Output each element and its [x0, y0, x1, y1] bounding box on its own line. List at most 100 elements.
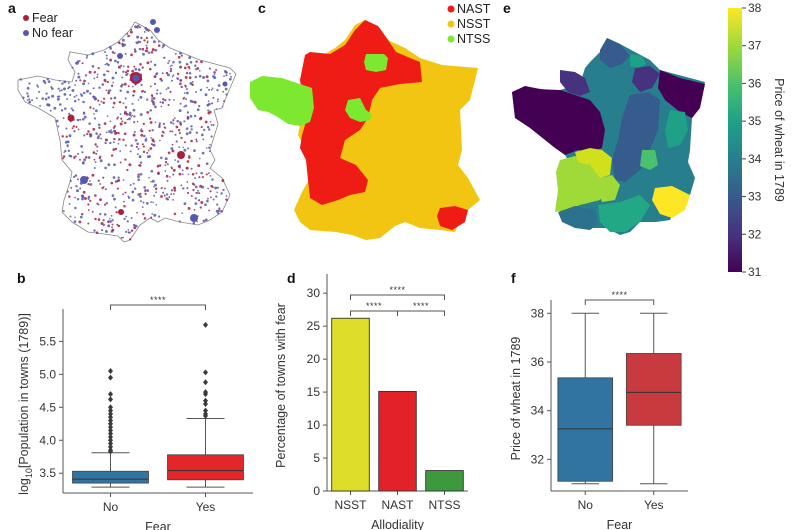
- map-e-regions: [512, 38, 705, 235]
- town-dot-fear: [93, 70, 97, 74]
- town-dot-no-fear: [138, 47, 142, 51]
- y-tick-label: 38: [531, 306, 545, 320]
- town-dot-no-fear: [74, 61, 78, 65]
- town-dot-no-fear: [145, 202, 149, 205]
- city-dot-no-fear: [150, 19, 156, 25]
- town-dot-no-fear: [143, 30, 146, 33]
- town-dot-fear: [107, 70, 110, 73]
- town-dot-no-fear: [152, 201, 154, 204]
- town-dot-no-fear: [195, 131, 198, 134]
- town-dot-fear: [221, 179, 225, 183]
- town-dot-no-fear: [130, 115, 133, 118]
- town-dot-fear: [92, 127, 96, 131]
- town-dot-fear: [196, 67, 200, 70]
- town-dot-fear: [110, 154, 114, 157]
- box-no: [72, 368, 149, 488]
- town-dot-no-fear: [139, 200, 142, 203]
- town-dot-no-fear: [166, 163, 169, 166]
- town-dot-fear: [110, 181, 114, 185]
- town-dot-no-fear: [103, 213, 107, 216]
- town-dot-fear: [81, 62, 84, 65]
- town-dot-no-fear: [84, 74, 88, 77]
- town-dot-fear: [171, 143, 174, 146]
- town-dot-fear: [142, 150, 146, 154]
- town-dot-fear: [200, 126, 203, 129]
- town-dot-no-fear: [207, 197, 209, 200]
- town-dot-no-fear: [186, 91, 189, 95]
- town-dot-no-fear: [203, 128, 206, 132]
- town-dot-no-fear: [138, 40, 142, 44]
- town-dot-fear: [223, 100, 226, 103]
- town-dot-no-fear: [198, 69, 201, 72]
- town-dot-fear: [128, 34, 131, 37]
- town-dot-fear: [126, 168, 129, 172]
- town-dot-no-fear: [93, 167, 96, 169]
- town-dot-no-fear: [130, 144, 133, 147]
- town-dot-no-fear: [170, 147, 174, 150]
- town-dot-fear: [141, 143, 144, 146]
- town-dot-no-fear: [38, 90, 41, 93]
- town-dot-fear: [164, 170, 167, 172]
- town-dot-fear: [185, 98, 187, 101]
- town-dot-no-fear: [168, 196, 171, 198]
- town-dot-no-fear: [88, 122, 91, 125]
- town-dot-no-fear: [158, 122, 161, 125]
- town-dot-fear: [102, 176, 105, 179]
- city-dot-no-fear: [222, 81, 228, 87]
- town-dot-fear: [103, 97, 106, 100]
- town-dot-no-fear: [166, 73, 170, 77]
- town-dot-no-fear: [172, 122, 175, 125]
- town-dot-no-fear: [179, 102, 182, 105]
- town-dot-fear: [140, 133, 144, 137]
- town-dot-no-fear: [206, 86, 208, 89]
- town-dot-no-fear: [170, 193, 173, 196]
- x-axis-label: Fear: [145, 520, 171, 530]
- town-dot-no-fear: [186, 187, 189, 190]
- town-dot-no-fear: [204, 93, 208, 97]
- town-dot-fear: [130, 53, 133, 57]
- town-dot-no-fear: [93, 117, 97, 120]
- town-dot-no-fear: [113, 163, 116, 167]
- outlier-point: [203, 397, 208, 404]
- town-dot-no-fear: [68, 85, 71, 89]
- town-dot-no-fear: [137, 175, 140, 179]
- outlier-point: [108, 430, 113, 437]
- town-dot-fear: [124, 106, 128, 109]
- town-dot-fear: [71, 127, 74, 130]
- town-dot-no-fear: [202, 219, 206, 223]
- town-dot-no-fear: [126, 32, 129, 35]
- town-dot-fear: [208, 146, 211, 149]
- box-iqr: [167, 454, 244, 481]
- town-dot-no-fear: [61, 82, 64, 85]
- town-dot-no-fear: [108, 46, 112, 49]
- panel-a: a Fear No fear: [8, 0, 237, 243]
- town-dot-fear: [145, 47, 149, 50]
- town-dot-no-fear: [31, 99, 34, 102]
- town-dot-fear: [164, 161, 168, 164]
- town-dot-no-fear: [102, 223, 105, 227]
- town-dot-no-fear: [117, 176, 120, 179]
- town-dot-fear: [109, 120, 112, 123]
- town-dot-no-fear: [139, 95, 143, 99]
- town-dot-no-fear: [109, 89, 112, 92]
- town-dot-fear: [190, 195, 193, 197]
- town-dot-no-fear: [151, 129, 154, 132]
- town-dot-no-fear: [205, 147, 208, 149]
- town-dot-no-fear: [58, 90, 61, 92]
- y-tick-label: 10: [307, 418, 321, 432]
- town-dot-no-fear: [216, 203, 219, 206]
- town-dot-fear: [61, 135, 64, 138]
- town-dot-no-fear: [162, 44, 166, 47]
- town-dot-no-fear: [154, 183, 157, 187]
- region-e-brittany: [512, 86, 605, 155]
- town-dot-fear: [124, 191, 127, 194]
- town-dot-no-fear: [174, 133, 177, 136]
- region-e-aquitaine: [555, 156, 605, 212]
- town-dot-fear: [87, 130, 90, 133]
- significance-label: ****: [389, 285, 405, 295]
- town-dot-no-fear: [188, 56, 192, 60]
- town-dot-fear: [79, 79, 82, 82]
- town-dot-no-fear: [69, 215, 72, 218]
- colorbar: 31 32 33 34 35 36 37 38 Price of wheat in 1789: [728, 1, 786, 279]
- town-dot-no-fear: [153, 63, 157, 67]
